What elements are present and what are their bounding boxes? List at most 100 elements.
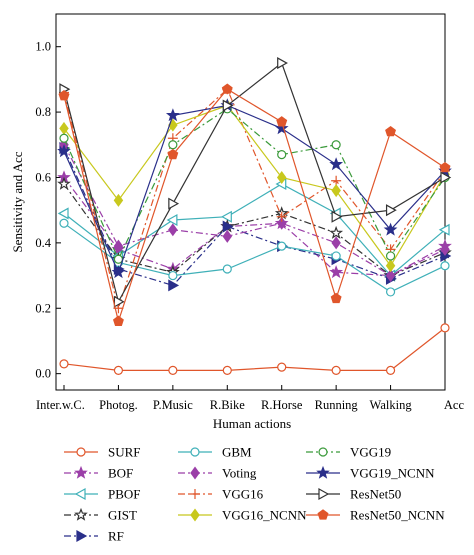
legend-item-vgg19-ncnn: VGG19_NCNN <box>306 466 435 481</box>
legend-marker-rf <box>76 529 88 543</box>
data-point-voting <box>168 223 178 237</box>
legend: SURF BOF PBOF GIST RF GBM Voting VGG16 VGG16_NCN… <box>64 445 445 544</box>
legend-item-rf: RF <box>64 529 124 544</box>
y-axis-title: Sensitivity and Acc <box>10 151 25 252</box>
data-point-vgg19 <box>59 133 69 143</box>
series-line-vgg19 <box>63 108 446 261</box>
data-point-resnet50 <box>440 171 452 184</box>
data-point-voting <box>222 229 233 243</box>
legend-item-vgg16: VGG16 <box>178 487 264 502</box>
data-point-surf <box>385 365 396 375</box>
data-point-resnet50 <box>222 99 234 112</box>
data-point-resnet50 <box>277 57 288 70</box>
axis-ticks: 0.0 0.2 0.4 0.6 0.8 1.0 Inter.w.C. Photog. P.Mus… <box>35 40 464 412</box>
data-point-vgg16-ncnn <box>331 184 341 198</box>
legend-marker-resnet50-ncnn <box>317 509 329 520</box>
data-point-vgg19-ncnn <box>274 121 289 135</box>
series-resnet50 <box>59 57 452 308</box>
data-point-vgg19 <box>331 140 341 150</box>
series-resnet50-ncnn <box>58 83 451 326</box>
data-point-surf <box>331 365 341 375</box>
legend-item-vgg16-ncnn: VGG16_NCNN <box>178 508 307 523</box>
legend-item-gbm: GBM <box>178 445 252 460</box>
y-tick-label: 0.4 <box>35 236 51 250</box>
legend-label-surf: SURF <box>108 445 141 460</box>
legend-marker-voting <box>190 466 200 480</box>
data-point-voting <box>331 236 341 250</box>
data-point-vgg19-ncnn <box>165 108 180 122</box>
series-surf <box>59 323 450 375</box>
data-point-vgg19-ncnn <box>383 222 398 236</box>
series-line-vgg19-ncnn <box>63 104 446 274</box>
data-point-surf <box>168 365 178 375</box>
legend-marker-resnet50 <box>318 487 330 501</box>
series-line-vgg16 <box>63 88 446 311</box>
y-tick-label: 0.6 <box>35 170 51 184</box>
series-line-rf <box>63 147 446 287</box>
data-point-gbm <box>168 270 178 281</box>
plot-frame <box>55 13 446 391</box>
data-point-vgg19 <box>113 254 124 264</box>
legend-marker-vgg16 <box>190 489 200 499</box>
legend-marker-vgg19-ncnn <box>316 465 330 479</box>
legend-item-voting: Voting <box>178 466 257 481</box>
data-point-vgg16 <box>276 211 287 222</box>
data-point-surf <box>222 365 232 375</box>
legend-item-surf: SURF <box>64 445 141 460</box>
data-point-rf <box>168 279 180 292</box>
x-tick-label: Acc <box>444 398 465 412</box>
data-point-pbof <box>57 207 69 220</box>
series-line-resnet50-ncnn <box>63 88 446 324</box>
x-tick-label: P.Music <box>153 398 193 412</box>
data-point-gbm <box>222 264 232 274</box>
legend-label-vgg19: VGG19 <box>350 445 391 460</box>
legend-label-voting: Voting <box>222 466 257 481</box>
legend-marker-vgg16-ncnn <box>190 508 200 522</box>
data-point-vgg16-ncnn <box>276 170 287 184</box>
legend-item-resnet50: ResNet50 <box>306 487 401 502</box>
x-tick-label: Walking <box>370 398 413 412</box>
series-line-vgg16-ncnn <box>63 104 446 267</box>
data-point-vgg19 <box>385 251 396 261</box>
legend-item-vgg19: VGG19 <box>306 445 391 460</box>
data-point-resnet50-ncnn <box>221 83 233 94</box>
series-line-gist <box>63 183 446 277</box>
data-point-resnet50-ncnn <box>330 292 342 304</box>
data-point-gist <box>329 225 344 239</box>
data-point-surf <box>113 365 124 375</box>
legend-item-pbof: PBOF <box>64 487 141 502</box>
data-point-voting <box>113 239 124 253</box>
series-line-pbof <box>63 183 446 277</box>
legend-marker-gist <box>74 507 88 521</box>
legend-label-gist: GIST <box>108 508 137 523</box>
x-tick-label: Photog. <box>99 398 138 412</box>
x-axis-title: Human actions <box>213 416 291 431</box>
legend-label-vgg16: VGG16 <box>222 487 264 502</box>
data-point-resnet50 <box>113 295 125 308</box>
x-tick-label: R.Bike <box>210 398 246 412</box>
data-point-vgg19-ncnn <box>329 157 344 171</box>
series-line-voting <box>63 144 446 277</box>
legend-marker-vgg19 <box>318 447 328 457</box>
x-tick-label: Running <box>315 398 359 412</box>
series-layer <box>57 57 452 375</box>
data-point-pbof <box>221 210 232 223</box>
data-point-resnet50-ncnn <box>167 148 179 160</box>
data-point-surf <box>440 323 450 333</box>
data-point-voting <box>440 242 450 256</box>
data-point-surf <box>277 362 287 372</box>
legend-label-gbm: GBM <box>222 445 252 460</box>
data-point-resnet50 <box>168 197 180 210</box>
legend-label-pbof: PBOF <box>108 487 141 502</box>
data-point-resnet50 <box>385 204 397 217</box>
data-point-gist <box>57 176 71 190</box>
data-point-resnet50-ncnn <box>385 125 397 137</box>
data-point-vgg19 <box>168 140 178 150</box>
data-point-rf <box>222 220 234 233</box>
legend-item-resnet50-ncnn: ResNet50_NCNN <box>306 508 445 523</box>
data-point-vgg19 <box>277 149 287 160</box>
data-point-surf <box>59 359 69 369</box>
data-point-gbm <box>59 218 69 228</box>
series-line-gbm <box>63 222 446 293</box>
